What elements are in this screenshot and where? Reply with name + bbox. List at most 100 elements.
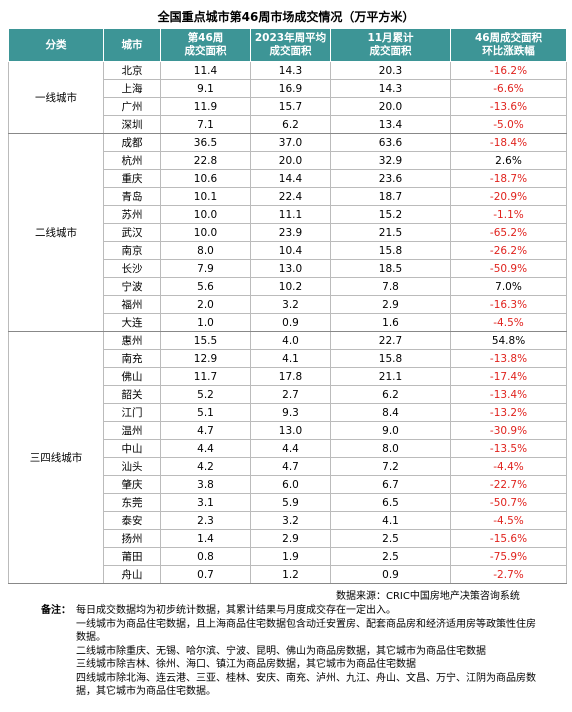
cell: 5.1 [160,403,251,422]
cell: 宁波 [103,277,161,296]
row: 三四线城市 惠州 15.5 4.0 22.7 54.8% [8,331,567,584]
cell: 9.1 [160,79,251,98]
cell: 10.0 [160,223,251,242]
cell: 13.0 [250,259,331,278]
row: 杭州 22.8 20.0 32.9 2.6% [9,151,567,170]
cell: 扬州 [103,529,161,548]
cell: 54.8% [450,331,567,350]
cell: 福州 [103,295,161,314]
cell: 4.7 [160,421,251,440]
cell: 1.2 [250,565,331,584]
row: 一线城市 北京 11.4 14.3 20.3 -16.2% [8,61,567,134]
cell: -18.7% [450,169,567,188]
cell: 7.2 [330,457,451,476]
cell: 深圳 [103,115,161,134]
cell: 10.4 [250,241,331,260]
cell: 2.5 [330,529,451,548]
header-cell: 2023年周平均 成交面积 [250,28,331,62]
header-line: 11月累计 [367,32,414,44]
cell: 舟山 [103,565,161,584]
group-cell: 二线城市 [8,133,104,332]
cell: 20.0 [250,151,331,170]
header-line: 成交面积 [184,45,227,57]
cell: 2.0 [160,295,251,314]
cell: -17.4% [450,367,567,386]
cell: 14.4 [250,169,331,188]
title: 全国重点城市第46周市场成交情况（万平方米） [157,10,415,24]
row: 汕头 4.2 4.7 7.2 -4.4% [9,457,567,476]
cell: 5.9 [250,493,331,512]
cell: 3.8 [160,475,251,494]
cell: 5.2 [160,385,251,404]
header-cell: 分类 [8,28,104,62]
cell: 4.4 [250,439,331,458]
cell: 9.0 [330,421,451,440]
cell: 苏州 [103,205,161,224]
note-line: 三线城市除吉林、徐州、海口、镇江为商品房数据，其它城市为商品住宅数据 [76,659,416,670]
cell: 泰安 [103,511,161,530]
header-line: 城市 [121,38,143,51]
cell: 12.9 [160,349,251,368]
cell: 2.7 [250,385,331,404]
cell: 2.9 [250,529,331,548]
cell: 10.1 [160,187,251,206]
cell: -13.4% [450,385,567,404]
cell: -30.9% [450,421,567,440]
cell: 大连 [103,313,161,332]
cell: 6.2 [330,385,451,404]
cell: 肇庆 [103,475,161,494]
cell: 2.3 [160,511,251,530]
cell: 3.1 [160,493,251,512]
header-line: 46周成交面积 [474,32,543,44]
cell: -13.5% [450,439,567,458]
cell: 20.0 [330,97,451,116]
cell: 22.8 [160,151,251,170]
header-cell: 城市 [103,28,161,62]
cell: 7.1 [160,115,251,134]
cell: -20.9% [450,187,567,206]
header-line: 成交面积 [369,45,412,57]
row: 泰安 2.3 3.2 4.1 -4.5% [9,511,567,530]
header-line: 第46周 [187,32,224,44]
table: 分类 城市 第46周 成交面积 2023年周平均 成交面积 11月累计 成交面积 46周成交面积… [8,28,567,584]
row: 重庆 10.6 14.4 23.6 -18.7% [9,169,567,188]
cell: -65.2% [450,223,567,242]
row: 佛山 11.7 17.8 21.1 -17.4% [9,367,567,386]
cell: -13.2% [450,403,567,422]
cell: -4.5% [450,511,567,530]
cell: -4.5% [450,313,567,332]
cell: 1.9 [250,547,331,566]
cell: 21.1 [330,367,451,386]
note-line: 一线城市为商品住宅数据，且上海商品住宅数据包含动迁安置房、配套商品房和经济适用房… [76,618,536,644]
cell: 北京 [103,61,161,80]
cell: 37.0 [250,133,331,152]
cell: 0.9 [250,313,331,332]
cell: 1.6 [330,313,451,332]
cell: 青岛 [103,187,161,206]
cell: 6.2 [250,115,331,134]
cell: 江门 [103,403,161,422]
header-row: 分类 城市 第46周 成交面积 2023年周平均 成交面积 11月累计 成交面积 46周成交面积… [8,28,567,62]
row: 福州 2.0 3.2 2.9 -16.3% [9,295,567,314]
cell: -13.6% [450,97,567,116]
cell: 14.3 [330,79,451,98]
cell: 南充 [103,349,161,368]
cell: -5.0% [450,115,567,134]
cell: -15.6% [450,529,567,548]
cell: -75.9% [450,547,567,566]
cell: 温州 [103,421,161,440]
cell: 36.5 [160,133,251,152]
cell: 中山 [103,439,161,458]
cell: -50.7% [450,493,567,512]
cell: 15.2 [330,205,451,224]
cell: 22.4 [250,187,331,206]
header-line: 2023年周平均 [254,32,327,44]
cell: 东莞 [103,493,161,512]
cell: 4.1 [330,511,451,530]
cell: 20.3 [330,61,451,80]
cell: 11.4 [160,61,251,80]
header-cell: 第46周 成交面积 [160,28,251,62]
row: 二线城市 成都 36.5 37.0 63.6 -18.4% [8,133,567,332]
cell: 上海 [103,79,161,98]
